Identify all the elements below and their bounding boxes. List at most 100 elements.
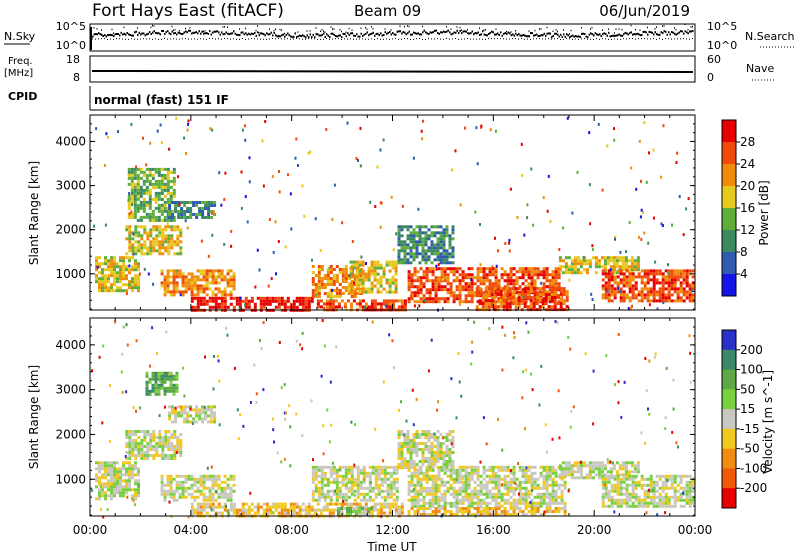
velocity-ylabel: Slant Range [km] — [27, 365, 41, 469]
velocity-heatmap — [90, 319, 695, 519]
cpid-text: normal (fast) 151 IF — [94, 93, 229, 107]
velocity-colorbar-swatch — [722, 349, 736, 371]
nsearch-tick-top: 10^5 — [707, 20, 737, 33]
velocity-colorbar-swatch — [722, 448, 736, 469]
time-tick-label: 00:00 — [678, 523, 713, 537]
velocity-panel: 1000 2000 3000 4000 Slant Range [km] 00:00 0… — [27, 317, 775, 554]
velocity-echo-band — [95, 461, 140, 501]
freq-label: Freq. — [8, 56, 33, 67]
velocity-colorbar-label: Velocity [m s^-1] — [761, 370, 775, 474]
power-colorbar: 4 8 12 16 20 24 28 — [721, 119, 755, 297]
nsky-tick-top: 10^5 — [56, 20, 86, 33]
velocity-echo-band — [190, 502, 404, 518]
nsearch-tick-bottom: 10^0 — [707, 39, 737, 52]
velocity-echo-band — [407, 507, 567, 516]
velocity-ytick-label: 2000 — [55, 427, 86, 441]
power-colorbar-swatch — [722, 208, 736, 231]
velocity-colorbar-swatch — [722, 428, 736, 450]
freq-tick-bottom: 8 — [73, 71, 80, 84]
velocity-colorbar-tick: 50 — [740, 382, 755, 396]
power-colorbar-swatch — [722, 186, 736, 209]
velocity-echo-band — [125, 430, 183, 460]
power-ylabel: Slant Range [km] — [27, 161, 41, 265]
power-colorbar-tick: 8 — [740, 245, 748, 259]
power-colorbar-tick: 16 — [740, 201, 755, 215]
velocity-colorbar: 200 100 50 15 -15 -50 -100 -200 — [721, 329, 767, 509]
power-ytick-label: 4000 — [55, 134, 86, 148]
velocity-xlabel: Time UT — [366, 540, 417, 554]
velocity-colorbar-swatch — [722, 409, 736, 430]
velocity-colorbar-swatch — [722, 468, 736, 489]
power-colorbar-tick: 12 — [740, 223, 755, 237]
velocity-colorbar-swatch — [722, 330, 736, 351]
power-colorbar-swatch — [722, 252, 736, 275]
power-colorbar-swatch — [722, 274, 736, 297]
velocity-echo-band — [397, 430, 455, 469]
velocity-echo-band — [337, 507, 373, 516]
nsky-label: N.Sky — [4, 30, 36, 43]
power-colorbar-swatch — [722, 230, 736, 253]
power-echo-band — [168, 201, 217, 219]
power-echo-band — [95, 256, 140, 293]
nsky-trace — [90, 23, 694, 50]
nsky-tick-bottom: 10^0 — [56, 39, 86, 52]
power-ytick-label: 3000 — [55, 179, 86, 193]
velocity-colorbar-tick: 100 — [740, 363, 763, 377]
velocity-colorbar-tick: -15 — [740, 422, 760, 436]
velocity-colorbar-tick: -50 — [740, 442, 760, 456]
power-colorbar-tick: 28 — [740, 135, 755, 149]
cpid-label: CPID — [8, 90, 37, 103]
power-colorbar-swatch — [722, 164, 736, 187]
velocity-echo-band — [168, 405, 217, 424]
nsearch-label: N.Search — [745, 30, 795, 43]
beam-title: Beam 09 — [354, 2, 421, 20]
power-colorbar-tick: 24 — [740, 157, 755, 171]
freq-unit: [MHz] — [4, 68, 33, 79]
power-heatmap — [93, 116, 695, 312]
velocity-ytick-label: 4000 — [55, 338, 86, 352]
nave-tick-top: 60 — [707, 53, 721, 66]
velocity-colorbar-tick: -200 — [740, 481, 767, 495]
station-title: Fort Hays East (fitACF) — [92, 1, 284, 21]
power-echo-band — [397, 225, 455, 265]
power-ytick-label: 1000 — [55, 267, 86, 281]
power-ytick-label: 2000 — [55, 223, 86, 237]
velocity-colorbar-tick: 15 — [740, 402, 755, 416]
power-colorbar-tick: 4 — [740, 267, 748, 281]
power-echo-band — [125, 225, 183, 256]
time-tick-label: 12:00 — [375, 523, 410, 537]
velocity-echo-band — [145, 371, 179, 396]
velocity-colorbar-swatch — [722, 488, 736, 509]
time-tick-label: 08:00 — [274, 523, 309, 537]
date-title: 06/Jun/2019 — [599, 2, 690, 20]
velocity-colorbar-tick: -100 — [740, 461, 767, 475]
velocity-echo-band — [160, 474, 236, 502]
power-colorbar-tick: 20 — [740, 179, 755, 193]
power-panel: 1000 2000 3000 4000 Slant Range [km] 4 8 12 16… — [27, 114, 771, 312]
time-tick-label: 20:00 — [577, 523, 612, 537]
power-colorbar-swatch — [722, 142, 736, 165]
power-echo-band — [190, 296, 314, 312]
power-scatter-echoes — [93, 116, 694, 312]
time-tick-label: 00:00 — [73, 523, 108, 537]
time-tick-label: 16:00 — [476, 523, 511, 537]
nave-label: Nave — [746, 62, 774, 75]
nsky-panel: N.Sky 10^5 10^0 10^5 10^0 N.Search — [4, 20, 796, 52]
freq-tick-top: 18 — [66, 53, 80, 66]
velocity-colorbar-tick: 200 — [740, 343, 763, 357]
velocity-echo-band — [407, 465, 567, 508]
power-colorbar-swatch — [722, 120, 736, 143]
freq-panel: Freq. [MHz] 18 8 60 0 Nave — [4, 53, 774, 84]
power-echo-band — [349, 260, 398, 294]
velocity-scatter-echoes — [90, 319, 692, 519]
power-echo-band — [407, 267, 561, 304]
velocity-ytick-label: 3000 — [55, 383, 86, 397]
velocity-colorbar-swatch — [722, 369, 736, 390]
freq-trace — [91, 70, 694, 73]
velocity-ytick-label: 1000 — [55, 472, 86, 486]
velocity-echo-band — [311, 465, 399, 502]
power-echo-band — [601, 269, 695, 303]
nave-tick-bottom: 0 — [707, 71, 714, 84]
velocity-colorbar-swatch — [722, 389, 736, 410]
